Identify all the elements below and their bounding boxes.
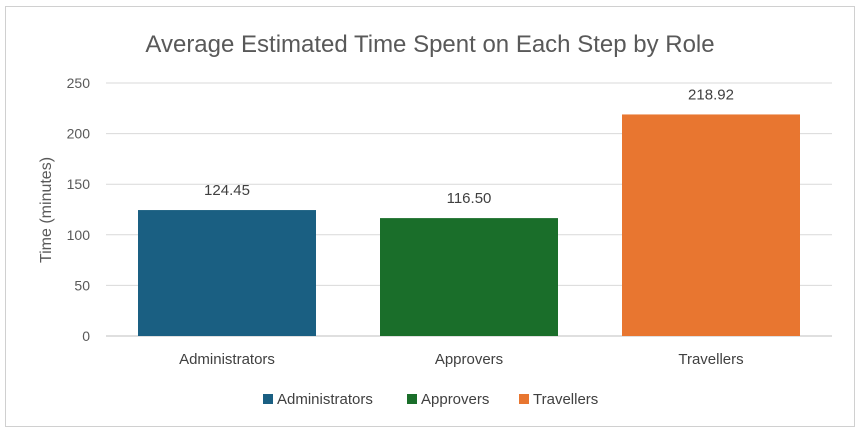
x-category-label: Travellers bbox=[678, 351, 743, 368]
x-category-label: Administrators bbox=[179, 351, 275, 368]
legend-swatch bbox=[519, 394, 529, 404]
legend-label: Approvers bbox=[421, 391, 489, 408]
y-tick-label: 100 bbox=[67, 227, 91, 243]
data-labels: 124.45 116.50 218.92 bbox=[204, 86, 734, 207]
y-tick-label: 250 bbox=[67, 75, 91, 91]
legend-label: Administrators bbox=[277, 391, 373, 408]
y-axis-ticks: 0 50 100 150 200 250 bbox=[67, 75, 91, 344]
y-tick-label: 50 bbox=[74, 277, 90, 293]
legend-swatch bbox=[407, 394, 417, 404]
bar-approvers bbox=[380, 218, 558, 336]
y-axis-title: Time (minutes) bbox=[38, 157, 55, 263]
legend: Administrators Approvers Travellers bbox=[263, 391, 598, 408]
bars bbox=[138, 114, 800, 336]
bar-administrators bbox=[138, 210, 316, 336]
bar-travellers bbox=[622, 114, 800, 336]
data-label: 218.92 bbox=[688, 86, 734, 103]
chart-title: Average Estimated Time Spent on Each Ste… bbox=[145, 31, 714, 58]
x-category-label: Approvers bbox=[435, 351, 503, 368]
y-tick-label: 150 bbox=[67, 176, 91, 192]
y-tick-label: 200 bbox=[67, 126, 91, 142]
y-tick-label: 0 bbox=[82, 328, 90, 344]
legend-swatch bbox=[263, 394, 273, 404]
legend-label: Travellers bbox=[533, 391, 598, 408]
data-label: 116.50 bbox=[447, 190, 492, 207]
x-axis-categories: Administrators Approvers Travellers bbox=[179, 351, 744, 368]
data-label: 124.45 bbox=[204, 182, 250, 199]
